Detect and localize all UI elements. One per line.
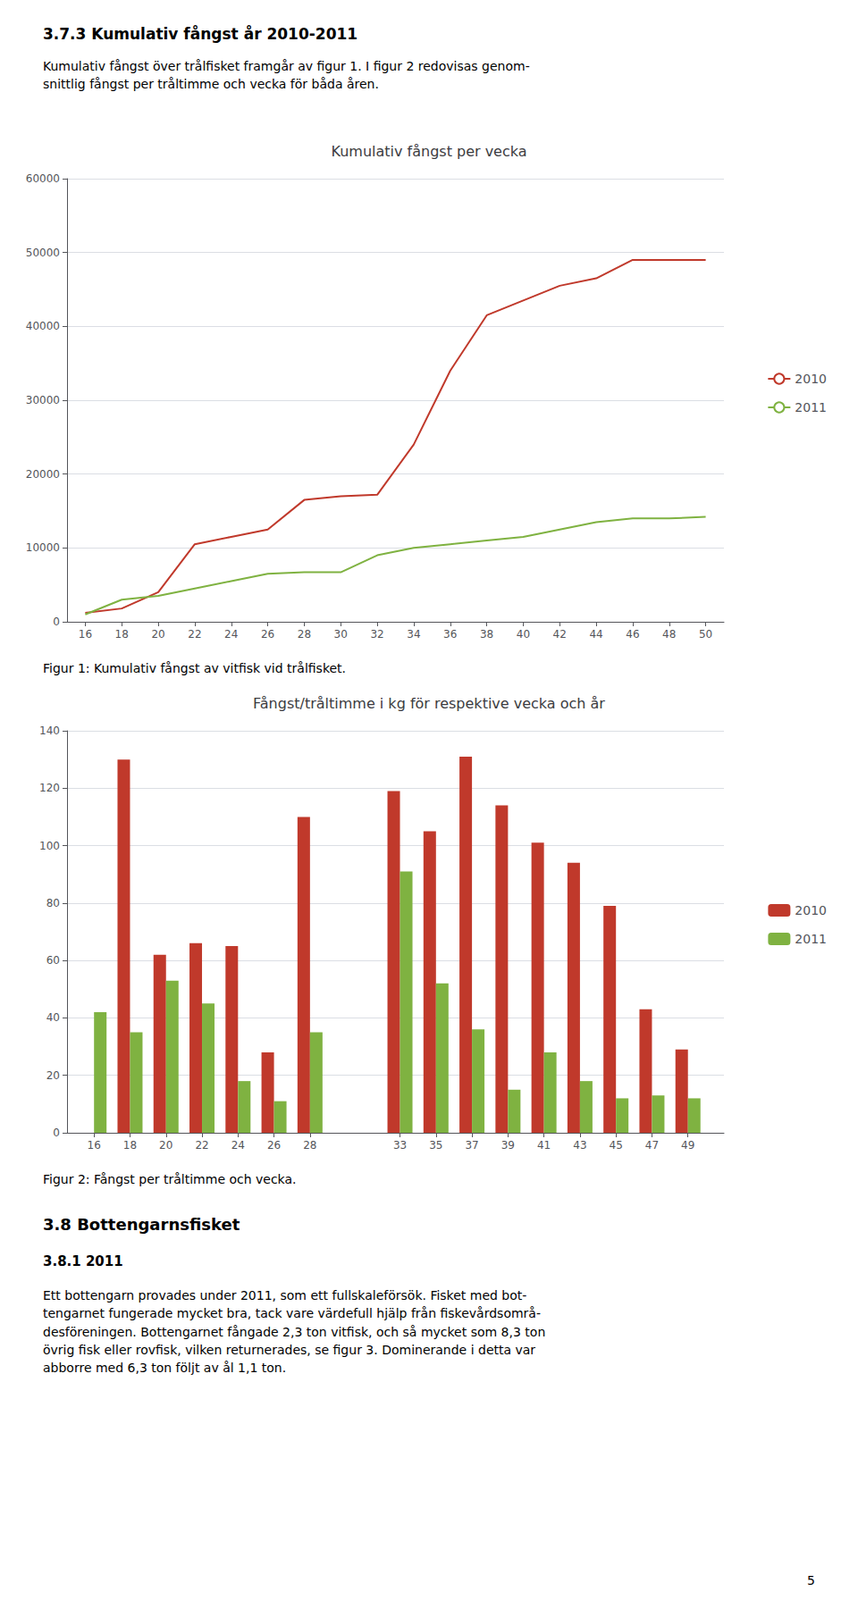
svg-text:20000: 20000 xyxy=(25,468,60,481)
svg-text:30: 30 xyxy=(334,628,348,641)
html-text:3.8 Bottengarnsfisket: 3.8 Bottengarnsfisket xyxy=(42,1215,240,1235)
html-text:Figur 2: Fångst per tråltimme: Figur 2: Fångst per tråltimme och vecka. xyxy=(42,1172,297,1187)
svg-text:120: 120 xyxy=(39,782,60,795)
svg-text:2011: 2011 xyxy=(794,400,827,415)
svg-text:60000: 60000 xyxy=(25,172,60,186)
svg-text:18: 18 xyxy=(123,1139,137,1153)
svg-text:80: 80 xyxy=(46,897,60,910)
svg-text:100: 100 xyxy=(39,840,60,853)
html-text:Kumulativ fångst över trålfisk: Kumulativ fångst över trålfisket framgår… xyxy=(42,58,530,92)
svg-text:34: 34 xyxy=(406,628,421,641)
svg-text:49: 49 xyxy=(681,1139,695,1153)
svg-text:50000: 50000 xyxy=(25,246,60,260)
svg-text:35: 35 xyxy=(429,1139,443,1153)
svg-text:26: 26 xyxy=(267,1139,281,1153)
svg-text:28: 28 xyxy=(302,1139,317,1153)
svg-text:20: 20 xyxy=(159,1139,173,1153)
svg-text:16: 16 xyxy=(87,1139,101,1153)
svg-text:38: 38 xyxy=(479,628,494,641)
svg-text:41: 41 xyxy=(537,1139,551,1153)
svg-text:40: 40 xyxy=(516,628,530,641)
svg-text:48: 48 xyxy=(662,628,676,641)
svg-text:0: 0 xyxy=(52,615,60,629)
svg-text:26: 26 xyxy=(260,628,275,641)
html-text:Ett bottengarn provades under: Ett bottengarn provades under 2011, som … xyxy=(42,1288,546,1376)
svg-text:36: 36 xyxy=(443,628,457,641)
svg-text:37: 37 xyxy=(464,1139,479,1153)
svg-text:47: 47 xyxy=(645,1139,659,1153)
svg-text:20: 20 xyxy=(151,628,165,641)
svg-text:24: 24 xyxy=(224,628,238,641)
svg-text:33: 33 xyxy=(393,1139,407,1153)
svg-text:Kumulativ fångst per vecka: Kumulativ fångst per vecka xyxy=(330,143,527,160)
svg-text:22: 22 xyxy=(194,1139,209,1153)
svg-text:24: 24 xyxy=(231,1139,245,1153)
svg-text:60: 60 xyxy=(46,954,60,968)
html-text:3.8.1 2011: 3.8.1 2011 xyxy=(42,1253,124,1271)
html-text:3.7.3 Kumulativ fångst år 2010: 3.7.3 Kumulativ fångst år 2010-2011 xyxy=(42,25,358,43)
svg-text:30000: 30000 xyxy=(25,394,60,407)
html-text:Figur 1: Kumulativ fångst av v: Figur 1: Kumulativ fångst av vitfisk vid… xyxy=(42,661,346,676)
svg-text:45: 45 xyxy=(609,1139,623,1153)
svg-text:32: 32 xyxy=(370,628,384,641)
svg-text:42: 42 xyxy=(553,628,567,641)
svg-text:40000: 40000 xyxy=(25,319,60,333)
svg-text:28: 28 xyxy=(297,628,312,641)
svg-text:43: 43 xyxy=(572,1139,587,1153)
svg-text:40: 40 xyxy=(46,1011,60,1025)
svg-text:140: 140 xyxy=(39,724,60,738)
svg-text:18: 18 xyxy=(115,628,129,641)
svg-text:39: 39 xyxy=(501,1139,515,1153)
svg-text:44: 44 xyxy=(588,628,603,641)
svg-text:2011: 2011 xyxy=(794,932,827,947)
svg-text:16: 16 xyxy=(78,628,93,641)
svg-text:50: 50 xyxy=(698,628,713,641)
svg-text:20: 20 xyxy=(46,1069,60,1083)
html-text:5: 5 xyxy=(807,1573,816,1589)
svg-text:10000: 10000 xyxy=(25,541,60,555)
svg-text:2010: 2010 xyxy=(794,903,827,918)
svg-text:46: 46 xyxy=(625,628,640,641)
svg-text:22: 22 xyxy=(187,628,202,641)
svg-text:2010: 2010 xyxy=(794,371,827,387)
svg-text:0: 0 xyxy=(52,1127,60,1140)
svg-text:Fångst/tråltimme i kg för resp: Fångst/tråltimme i kg för respektive vec… xyxy=(252,695,606,713)
